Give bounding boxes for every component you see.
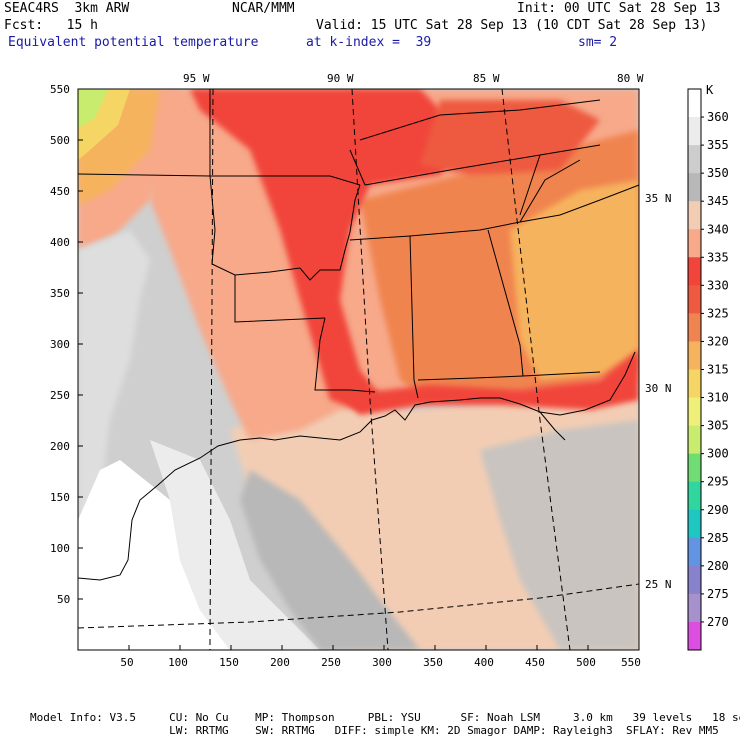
institution-label: NCAR/MMM: [232, 1, 295, 16]
colorbar-swatch: [688, 201, 701, 230]
colorbar-label: 355: [707, 138, 729, 152]
colorbar-swatch: [688, 229, 701, 258]
colorbar-swatch: [688, 89, 701, 118]
x-tick-label: 150: [219, 656, 239, 669]
colorbar-swatch: [688, 425, 701, 455]
colorbar-unit: K: [706, 83, 714, 97]
axis-ticks: [78, 88, 589, 650]
x-tick-label: 250: [321, 656, 341, 669]
y-tick-label: 550: [50, 83, 70, 96]
graticule: [78, 89, 639, 650]
y-tick-label: 350: [50, 287, 70, 300]
colorbar-label: 335: [707, 250, 729, 264]
y-tick-label: 200: [50, 440, 70, 453]
y-tick-label: 450: [50, 185, 70, 198]
colorbar-swatch: [688, 621, 701, 651]
y-tick-label: 300: [50, 338, 70, 351]
lon-label: 80 W: [617, 72, 644, 85]
x-tick-label: 450: [525, 656, 545, 669]
y-tick-label: 250: [50, 389, 70, 402]
colorbar-label: 310: [707, 391, 729, 405]
y-tick-label: 400: [50, 236, 70, 249]
colorbar-swatch: [688, 481, 701, 511]
colorbar-swatch: [688, 453, 701, 483]
lat-label: 30 N: [645, 382, 672, 395]
y-tick-label: 150: [50, 491, 70, 504]
colorbar-label: 275: [707, 587, 729, 601]
theta-e-field: [78, 89, 639, 650]
colorbar-swatch: [688, 369, 701, 399]
colorbar-label: 300: [707, 447, 729, 461]
colorbar-label: 340: [707, 222, 729, 236]
colorbar-swatch: [688, 173, 701, 202]
smoothing-label: sm= 2: [578, 35, 618, 50]
init-time: Init: 00 UTC Sat 28 Sep 13: [517, 1, 721, 16]
x-tick-label: 400: [474, 656, 494, 669]
y-tick-label: 500: [50, 134, 70, 147]
x-tick-labels: 50 100 150 200 250 300 350 400 450 500 5…: [120, 656, 641, 669]
x-tick-label: 50: [120, 656, 133, 669]
field-name: Equivalent potential temperature: [8, 35, 259, 50]
colorbar-label: 320: [707, 334, 729, 348]
lat-label: 35 N: [645, 192, 672, 205]
colorbar-label: 325: [707, 306, 729, 320]
colorbar-label: 285: [707, 531, 729, 545]
colorbar-swatch: [688, 145, 701, 174]
lon-label: 90 W: [327, 72, 354, 85]
colorbar-swatch: [688, 565, 701, 595]
lon-label: 85 W: [473, 72, 500, 85]
x-tick-label: 100: [168, 656, 188, 669]
valid-time: Valid: 15 UTC Sat 28 Sep 13 (10 CDT Sat …: [316, 18, 708, 33]
colorbar-label: 295: [707, 475, 729, 489]
colorbar-swatch: [688, 509, 701, 539]
colorbar-swatch: [688, 285, 701, 314]
model-info-line1: Model Info: V3.5 CU: No Cu MP: Thompson …: [30, 711, 740, 724]
y-tick-labels: 550 500 450 400 350 300 250 200 150 100 …: [50, 83, 70, 606]
y-tick-label: 50: [57, 593, 70, 606]
colorbar-label: 360: [707, 110, 729, 124]
colorbar-swatch: [688, 593, 701, 623]
model-info-line2: LW: RRTMG SW: RRTMG DIFF: simple KM: 2D …: [30, 724, 719, 737]
colorbar-label: 330: [707, 278, 729, 292]
colorbar-label: 305: [707, 419, 729, 433]
colorbar-label: 270: [707, 615, 729, 629]
colorbar-label: 290: [707, 503, 729, 517]
colorbar-swatch: [688, 313, 701, 342]
model-title: SEAC4RS 3km ARW: [4, 1, 130, 16]
colorbar-swatch: [688, 341, 701, 370]
lon-label: 95 W: [183, 72, 210, 85]
colorbar-swatch: [688, 397, 701, 427]
colorbar-swatch: [688, 117, 701, 146]
colorbar-frame: [687, 88, 702, 651]
map-frame: [77, 88, 640, 651]
lat-label: 25 N: [645, 578, 672, 591]
colorbar-label: 350: [707, 166, 729, 180]
colorbar-label: 280: [707, 559, 729, 573]
x-tick-label: 350: [423, 656, 443, 669]
colorbar-label: 345: [707, 194, 729, 208]
forecast-hour: Fcst: 15 h: [4, 18, 98, 33]
colorbar-swatch: [688, 537, 701, 567]
k-index-label: at k-index = 39: [306, 35, 432, 50]
x-tick-label: 550: [621, 656, 641, 669]
x-tick-label: 200: [270, 656, 290, 669]
colorbar: K 360 355 350 345 340 335 330 325 320 315 310 305 30…: [687, 83, 729, 651]
coastline: [78, 351, 636, 581]
y-tick-label: 100: [50, 542, 70, 555]
colorbar-swatch: [688, 257, 701, 286]
x-tick-label: 300: [372, 656, 392, 669]
colorbar-label: 315: [707, 363, 729, 377]
x-tick-label: 500: [576, 656, 596, 669]
state-boundaries: [78, 89, 639, 399]
